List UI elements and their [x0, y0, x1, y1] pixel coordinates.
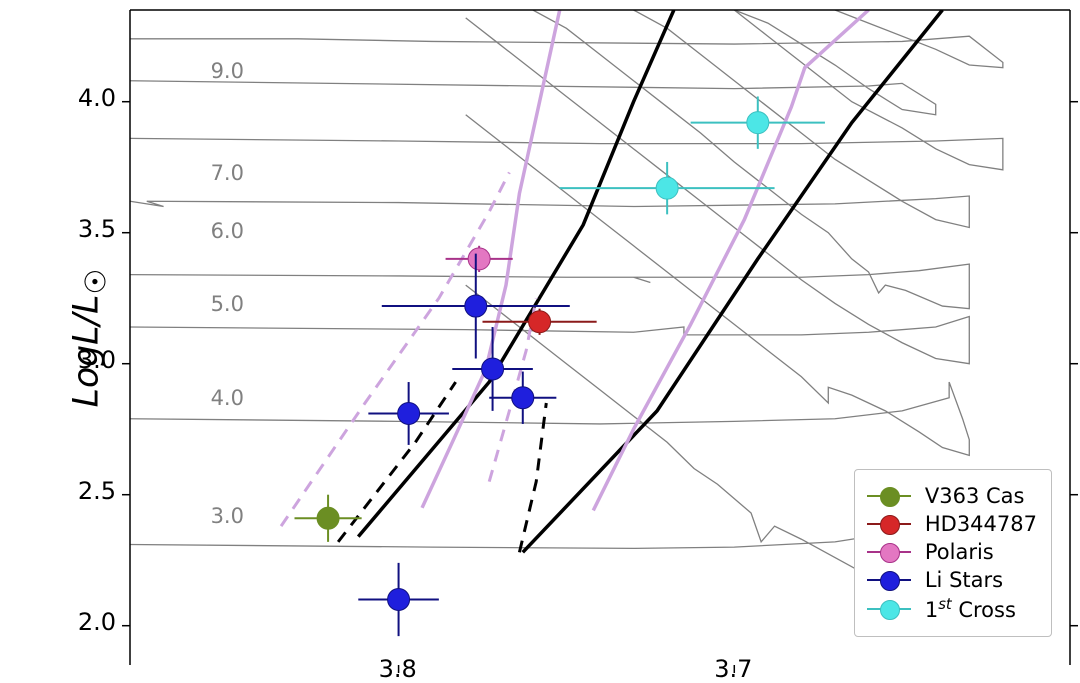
legend-marker — [867, 598, 911, 620]
y-tick-label: 3.0 — [78, 346, 116, 374]
hr-diagram: LogL/L☉ 2.02.53.03.54.0 3.83.7 9.07.06.0… — [0, 0, 1080, 675]
legend-label: V363 Cas — [925, 484, 1025, 508]
legend-item: 1st Cross — [867, 596, 1037, 622]
legend-label: Li Stars — [925, 568, 1003, 592]
legend-label: HD344787 — [925, 512, 1037, 536]
y-axis-label-text: LogL/L☉ — [66, 268, 106, 407]
y-axis-label: LogL/L☉ — [66, 268, 112, 407]
track-mass-label: 6.0 — [211, 219, 244, 243]
legend-marker — [867, 541, 911, 563]
y-tick-label: 3.5 — [78, 215, 116, 243]
legend-item: Polaris — [867, 540, 1037, 564]
y-tick-label: 4.0 — [78, 84, 116, 112]
track-mass-label: 3.0 — [211, 504, 244, 528]
track-mass-label: 7.0 — [211, 161, 244, 185]
x-tick-label: 3.7 — [714, 655, 752, 683]
track-mass-label: 5.0 — [211, 292, 244, 316]
legend-item: Li Stars — [867, 568, 1037, 592]
legend-item: HD344787 — [867, 512, 1037, 536]
legend-label: Polaris — [925, 540, 994, 564]
legend-label: 1st Cross — [925, 596, 1016, 622]
y-tick-label: 2.0 — [78, 608, 116, 636]
legend-item: V363 Cas — [867, 484, 1037, 508]
legend-marker — [867, 569, 911, 591]
y-tick-label: 2.5 — [78, 477, 116, 505]
legend: V363 Cas HD344787 Polaris Li Stars 1st Cross — [854, 469, 1052, 637]
track-mass-label: 9.0 — [211, 59, 244, 83]
track-mass-label: 4.0 — [211, 386, 244, 410]
x-tick-label: 3.8 — [379, 655, 417, 683]
legend-marker — [867, 513, 911, 535]
legend-marker — [867, 485, 911, 507]
